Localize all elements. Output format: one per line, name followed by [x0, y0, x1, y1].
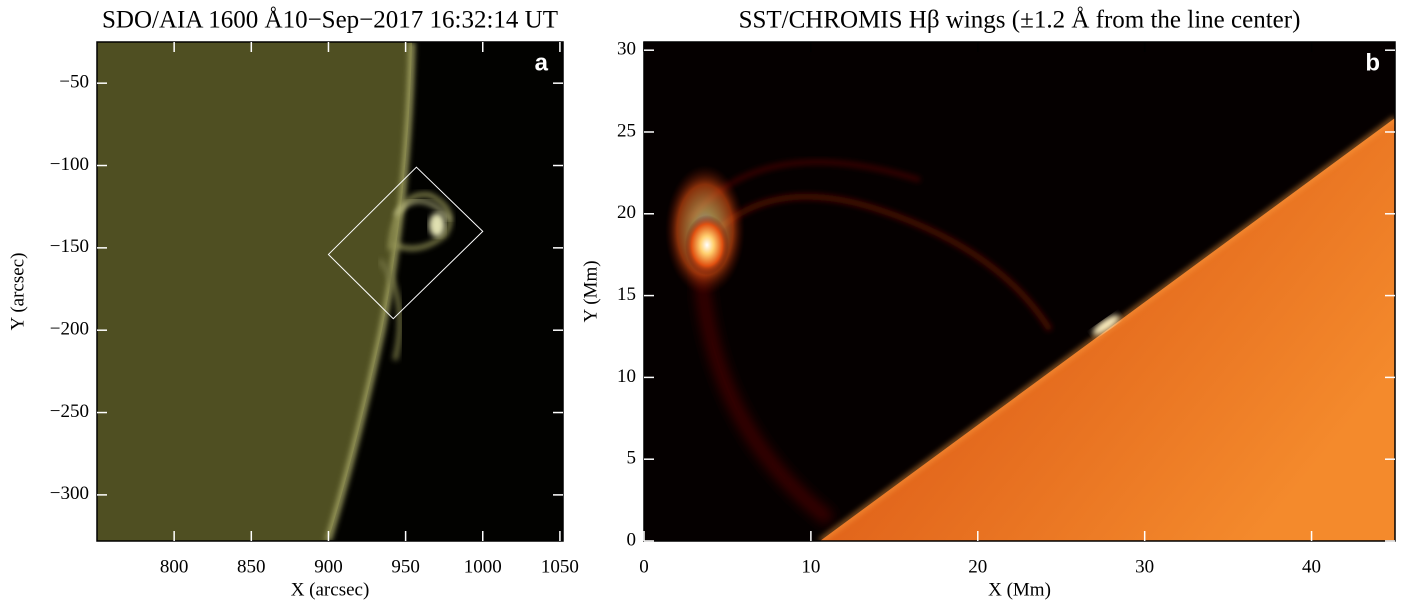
y-tick-label: 10: [617, 366, 636, 387]
chart-title: SDO/AIA 1600 Å10−Sep−2017 16:32:14 UT: [102, 7, 558, 34]
frame-b: [643, 41, 1396, 542]
y-tick-label: −200: [50, 319, 89, 340]
y-tick-label: −250: [50, 401, 89, 422]
y-tick-label: 15: [617, 284, 636, 305]
image-a: [97, 42, 563, 541]
y-tick-label: 5: [627, 448, 637, 469]
x-tick-label: 1050: [541, 556, 579, 577]
x-tick-label: 900: [314, 556, 343, 577]
image-b: [644, 42, 1395, 541]
y-tick-label: −50: [59, 72, 89, 93]
x-axis-label: X (arcsec): [291, 579, 370, 600]
y-tick-label: −100: [50, 154, 89, 175]
x-tick-label: 30: [1135, 556, 1154, 577]
frame-a: [96, 41, 564, 542]
roi-box: [327, 166, 484, 320]
x-tick-label: 950: [391, 556, 420, 577]
panel-label: b: [1365, 49, 1380, 76]
y-tick-label: −150: [50, 236, 89, 257]
y-tick-label: 20: [617, 202, 636, 223]
x-tick-label: 10: [801, 556, 820, 577]
x-tick-label: 40: [1302, 556, 1321, 577]
x-tick-label: 0: [639, 556, 649, 577]
chart-title: SST/CHROMIS Hβ wings (±1.2 Å from the li…: [739, 7, 1301, 34]
y-tick-label: 25: [617, 120, 636, 141]
x-axis-label: X (Mm): [988, 579, 1051, 600]
y-axis-label: Y (arcsec): [7, 253, 28, 331]
y-tick-label: 30: [617, 39, 636, 60]
y-axis-label: Y (Mm): [580, 260, 601, 322]
x-tick-label: 20: [968, 556, 987, 577]
x-tick-label: 850: [237, 556, 266, 577]
y-tick-label: −300: [50, 483, 89, 504]
x-tick-label: 800: [160, 556, 189, 577]
x-tick-label: 1000: [464, 556, 502, 577]
panel-label: a: [535, 49, 549, 76]
y-tick-label: 0: [627, 529, 637, 550]
